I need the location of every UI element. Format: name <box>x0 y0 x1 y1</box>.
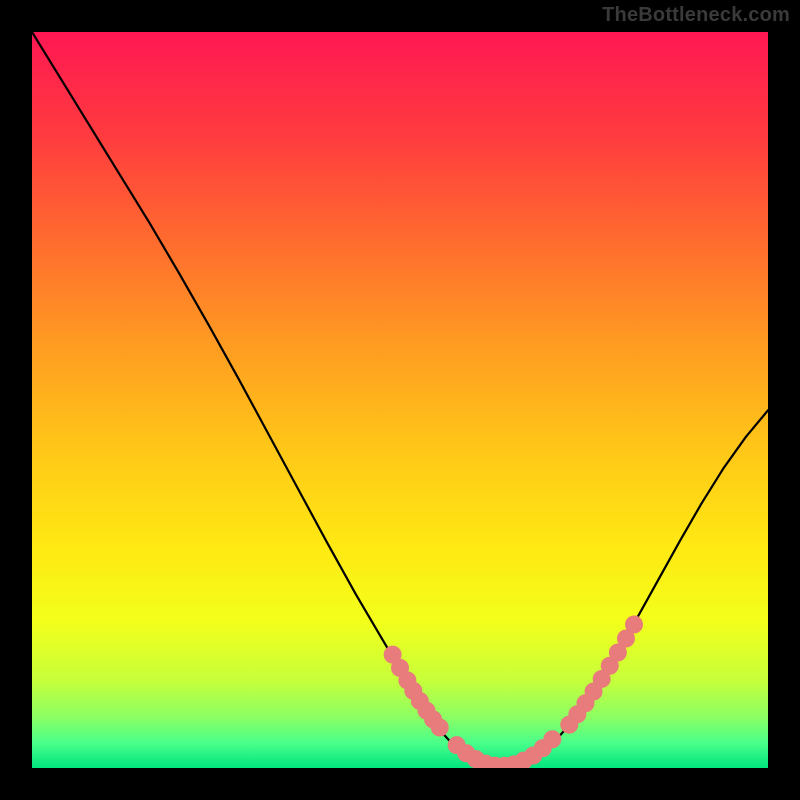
bottleneck-chart <box>0 0 800 800</box>
marker-dot <box>626 616 643 633</box>
chart-frame: { "watermark": { "text": "TheBottleneck.… <box>0 0 800 800</box>
marker-dot <box>544 731 561 748</box>
marker-dot <box>431 719 448 736</box>
watermark-text: TheBottleneck.com <box>602 4 790 27</box>
